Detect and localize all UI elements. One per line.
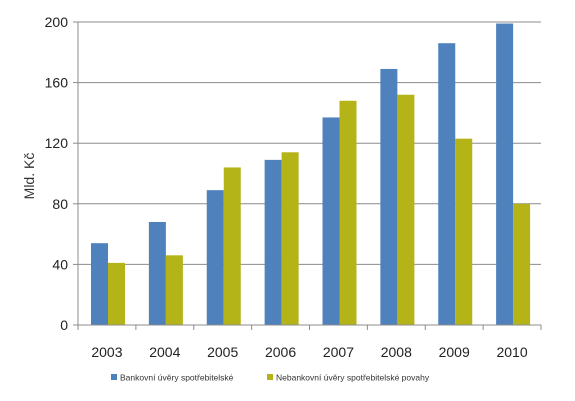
bar-nonbank-2006 xyxy=(281,152,299,325)
bar-nonbank-2005 xyxy=(223,167,241,325)
bar-nonbank-2004 xyxy=(165,255,183,325)
bar-bank-2006 xyxy=(264,159,282,325)
y-tick-label: 0 xyxy=(60,317,68,333)
bar-nonbank-2003 xyxy=(108,262,125,325)
legend-label-bank: Bankovní úvěry spotřebitelské xyxy=(120,373,234,383)
legend: Bankovní úvěry spotřebitelské Nebankovní … xyxy=(111,373,430,383)
legend-swatch-bank xyxy=(111,374,117,380)
bar-bank-2010 xyxy=(496,23,514,325)
x-tick-label: 2008 xyxy=(381,344,412,360)
y-tick-label: 80 xyxy=(52,196,68,212)
bar-bank-2007 xyxy=(322,117,340,325)
axes xyxy=(73,21,542,330)
bar-bank-2003 xyxy=(91,243,108,325)
x-tick-label: 2010 xyxy=(496,344,527,360)
x-tick-label: 2009 xyxy=(439,344,470,360)
bar-bank-2008 xyxy=(380,68,398,325)
x-tick-label: 2003 xyxy=(91,344,122,360)
bar-nonbank-2008 xyxy=(397,94,415,325)
x-tick-label: 2006 xyxy=(265,344,296,360)
bars xyxy=(91,23,531,326)
bar-nonbank-2007 xyxy=(339,100,357,325)
legend-label-nonbank: Nebankovní úvěry spotřebitelské povahy xyxy=(276,373,430,383)
y-axis-label: Mld. Kč xyxy=(21,153,37,200)
x-tick-label: 2005 xyxy=(207,344,238,360)
y-tick-label: 200 xyxy=(45,14,69,30)
x-tick-labels: 2003 2004 2005 2006 2007 2008 2009 2010 xyxy=(91,344,527,360)
legend-swatch-nonbank xyxy=(267,374,273,380)
y-tick-labels: 0 40 80 120 160 200 xyxy=(45,14,69,333)
bar-bank-2004 xyxy=(148,221,166,325)
y-tick-label: 160 xyxy=(45,75,69,91)
bar-bank-2009 xyxy=(438,43,456,326)
bar-nonbank-2010 xyxy=(513,203,531,325)
bar-bank-2005 xyxy=(206,190,224,325)
x-tick-label: 2007 xyxy=(323,344,354,360)
y-tick-label: 40 xyxy=(52,256,68,272)
y-tick-label: 120 xyxy=(45,135,69,151)
bar-nonbank-2009 xyxy=(455,138,473,325)
x-tick-label: 2004 xyxy=(149,344,180,360)
